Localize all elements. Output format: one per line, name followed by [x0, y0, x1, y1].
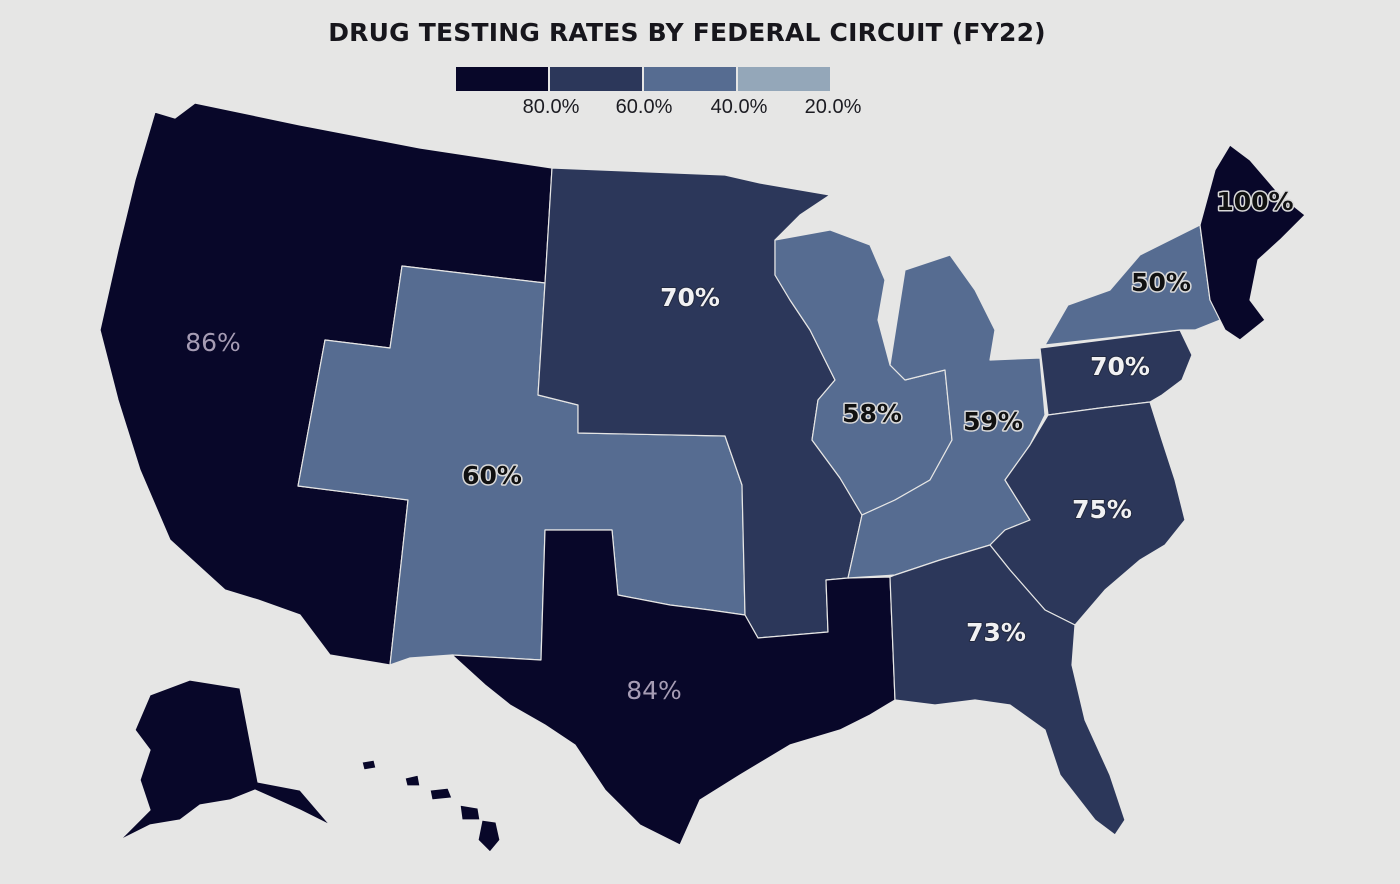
- region-eleventh-circuit[interactable]: [889, 544, 1126, 836]
- region-first-circuit[interactable]: [1199, 144, 1306, 341]
- region-fifth-circuit[interactable]: [451, 529, 896, 846]
- label-ninth-circuit: 86%: [185, 328, 241, 357]
- label-seventh-circuit: 58%: [842, 399, 902, 428]
- legend-label-80: 80.0%: [522, 96, 580, 118]
- label-sixth-circuit: 59%: [963, 407, 1023, 436]
- legend-swatch-60: [550, 67, 642, 91]
- region-fourth-circuit[interactable]: [989, 401, 1186, 626]
- label-tenth-circuit: 60%: [462, 461, 522, 490]
- legend-label-40: 40.0%: [710, 96, 768, 118]
- region-ninth-circuit[interactable]: [99, 102, 553, 853]
- color-legend: [456, 67, 830, 91]
- legend-swatch-40: [644, 67, 736, 91]
- legend-labels: 80.0% 60.0% 40.0% 20.0%: [0, 96, 1400, 122]
- label-fifth-circuit: 84%: [626, 676, 682, 705]
- label-first-circuit: 100%: [1216, 187, 1293, 216]
- label-eleventh-circuit: 73%: [966, 618, 1026, 647]
- legend-label-20: 20.0%: [804, 96, 862, 118]
- legend-label-60: 60.0%: [615, 96, 673, 118]
- label-eighth-circuit: 70%: [660, 283, 720, 312]
- legend-swatch-20: [738, 67, 830, 91]
- map-title: DRUG TESTING RATES BY FEDERAL CIRCUIT (F…: [328, 18, 1046, 47]
- label-third-circuit: 70%: [1090, 352, 1150, 381]
- label-second-circuit: 50%: [1131, 268, 1191, 297]
- legend-swatch-80: [456, 67, 548, 91]
- label-fourth-circuit: 75%: [1072, 495, 1132, 524]
